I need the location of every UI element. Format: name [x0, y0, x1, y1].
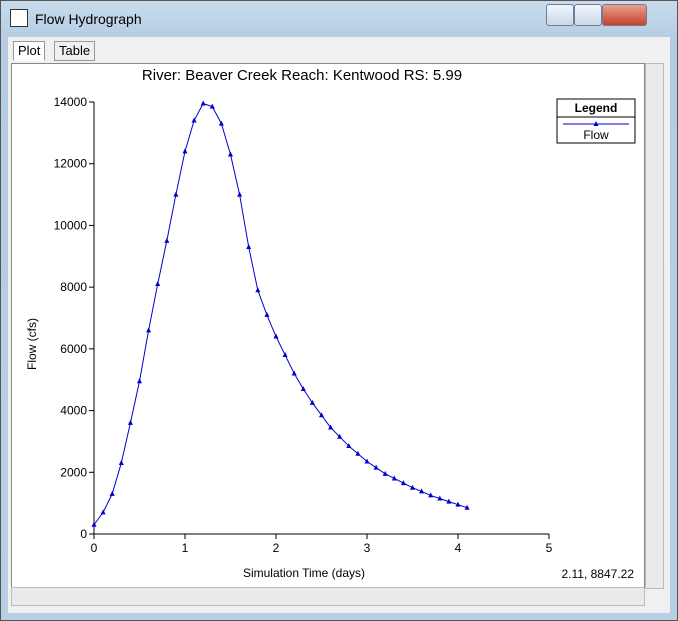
point-marker	[273, 333, 279, 339]
point-marker	[428, 492, 434, 498]
legend-title: Legend	[575, 101, 618, 115]
title-bar: Flow Hydrograph	[1, 1, 677, 37]
point-marker	[127, 419, 133, 425]
point-marker	[118, 460, 124, 466]
y-tick-label: 4000	[60, 404, 87, 418]
app-icon	[10, 9, 28, 27]
point-marker	[291, 370, 297, 376]
point-marker	[437, 495, 443, 501]
point-marker	[300, 385, 306, 391]
y-tick-label: 8000	[60, 280, 87, 294]
point-marker	[355, 450, 361, 456]
y-tick-label: 0	[80, 527, 87, 541]
point-marker	[164, 237, 170, 243]
minimize-button[interactable]	[546, 4, 574, 26]
x-tick-label: 2	[273, 541, 280, 555]
x-tick-label: 3	[364, 541, 371, 555]
point-marker	[364, 458, 370, 464]
point-marker	[218, 120, 224, 126]
point-marker	[319, 412, 324, 418]
flow-line	[93, 102, 468, 526]
tab[interactable]: Plot	[13, 41, 46, 61]
tab[interactable]: Table	[54, 41, 96, 61]
y-tick-label: 14000	[54, 95, 88, 109]
horizontal-scrollbar[interactable]	[11, 587, 645, 606]
point-marker	[100, 509, 106, 515]
y-tick-label: 2000	[60, 465, 87, 479]
point-marker	[400, 480, 406, 486]
x-tick-label: 4	[455, 541, 462, 555]
point-marker	[109, 490, 115, 496]
x-tick-label: 0	[91, 541, 98, 555]
point-marker	[382, 470, 388, 476]
legend-label: Flow	[583, 128, 609, 142]
maximize-button[interactable]	[574, 4, 602, 26]
point-marker	[337, 433, 343, 439]
point-marker	[91, 521, 97, 527]
client-area: Plot Table River: Beaver Creek Reach: Ke…	[8, 37, 670, 613]
point-marker	[264, 311, 270, 317]
point-marker	[209, 103, 215, 109]
x-tick-label: 5	[546, 541, 553, 555]
vertical-scrollbar[interactable]	[645, 63, 664, 589]
point-marker	[328, 424, 334, 430]
point-marker	[373, 464, 379, 470]
point-marker	[191, 117, 197, 123]
legend-marker	[593, 121, 599, 126]
point-marker	[137, 378, 142, 384]
point-marker	[200, 100, 206, 106]
point-marker	[464, 504, 470, 510]
point-marker	[410, 484, 415, 490]
point-marker	[246, 244, 252, 250]
point-marker	[391, 475, 397, 481]
y-tick-label: 10000	[54, 218, 88, 232]
cursor-readout: 2.11, 8847.22	[561, 567, 634, 581]
chart: River: Beaver Creek Reach: Kentwood RS: …	[25, 67, 636, 581]
point-marker	[446, 498, 452, 504]
point-marker	[346, 443, 352, 449]
point-marker	[182, 148, 188, 154]
point-marker	[455, 501, 461, 507]
point-marker	[146, 327, 152, 333]
point-marker	[255, 287, 261, 293]
point-marker	[237, 191, 243, 197]
point-marker	[419, 488, 425, 494]
plot-panel: River: Beaver Creek Reach: Kentwood RS: …	[11, 63, 645, 589]
point-marker	[228, 151, 233, 157]
y-axis-label: Flow (cfs)	[25, 318, 39, 370]
point-marker	[309, 399, 315, 405]
x-tick-label: 1	[182, 541, 189, 555]
y-tick-label: 6000	[60, 342, 87, 356]
x-axis-label: Simulation Time (days)	[243, 566, 365, 580]
y-tick-label: 12000	[54, 157, 88, 171]
point-marker	[282, 352, 288, 358]
chart-title: River: Beaver Creek Reach: Kentwood RS: …	[142, 67, 462, 84]
window-title: Flow Hydrograph	[35, 11, 142, 27]
point-marker	[173, 191, 179, 197]
close-button[interactable]	[602, 4, 647, 26]
point-marker	[155, 281, 161, 287]
